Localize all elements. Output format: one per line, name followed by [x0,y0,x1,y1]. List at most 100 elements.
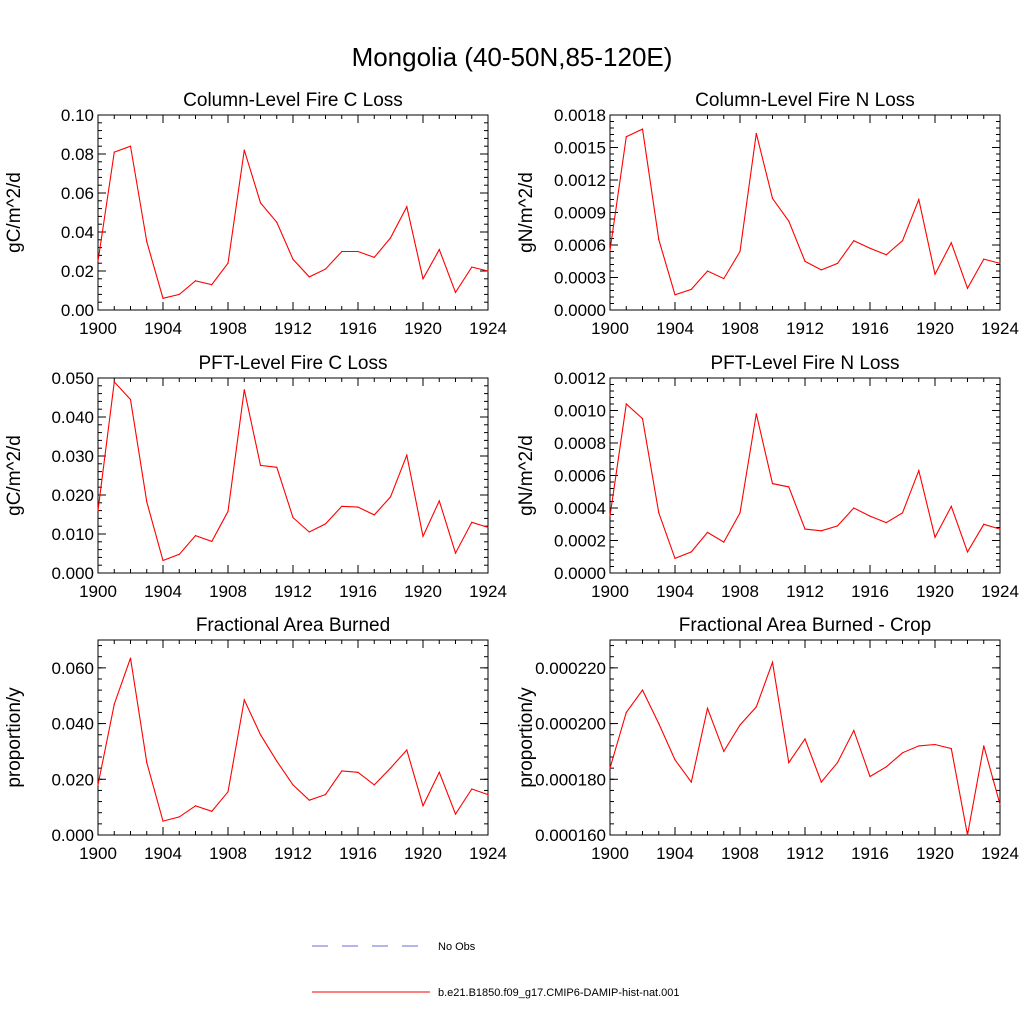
legend: No Obs b.e21.B1850.f09_g17.CMIP6-DAMIP-hi… [312,941,680,999]
data-point [129,145,132,147]
data-point [690,551,692,553]
plot-frame [609,377,1001,574]
data-point [918,198,920,201]
y-tick-label: 0.0008 [554,434,606,453]
data-point [869,775,871,778]
data-point [276,760,278,762]
x-tick-label: 1900 [591,844,629,863]
data-point [885,254,887,256]
data-point [146,761,148,764]
data-point [438,248,440,251]
data-point [690,288,692,291]
data-point [983,523,985,525]
data-point [373,256,375,258]
panel-title: Column-Level Fire C Loss [183,90,403,111]
data-point [471,266,473,268]
data-point [227,510,229,512]
panel-title: PFT-Level Fire N Loss [711,353,900,374]
x-tick-label: 1908 [209,844,247,863]
y-tick-label: 0.00 [61,301,94,320]
plot-frame [97,377,489,574]
data-point [901,752,904,754]
data-point [292,517,294,519]
plot-frame [609,639,1001,836]
x-tick-label: 1900 [591,319,629,338]
data-point [357,506,359,508]
data-point [357,771,359,773]
data-point [97,260,99,262]
data-point [966,834,969,836]
data-point [194,280,197,282]
data-point [820,530,822,532]
y-tick-label: 0.0012 [554,171,606,190]
data-point [853,240,855,242]
y-tick-label: 0.000 [51,826,94,845]
data-point [211,810,213,812]
data-point [804,528,806,530]
data-point [771,197,774,200]
data-point [227,791,229,793]
legend-label: b.e21.B1850.f09_g17.CMIP6-DAMIP-hist-nat… [438,987,680,999]
data-point [162,820,164,822]
y-tick-label: 0.020 [51,770,94,789]
data-point [243,149,245,151]
x-tick-label: 1924 [469,844,507,863]
data-point [658,722,660,725]
plot-frame [97,114,489,311]
data-point [178,816,180,818]
data-point [804,260,806,262]
y-tick-label: 0.000200 [535,715,606,734]
x-tick-label: 1912 [786,582,824,601]
plot-frame [97,639,489,836]
data-point [373,514,375,516]
x-tick-label: 1920 [404,582,442,601]
x-tick-label: 1904 [656,319,694,338]
data-point [97,784,99,786]
data-point [771,661,774,663]
data-point [723,750,725,753]
panel-6: Fractional Area Burned - Crop proportion/… [516,615,1019,863]
y-tick-label: 0.10 [61,106,94,125]
x-tick-label: 1924 [981,844,1019,863]
data-point [658,238,660,241]
data-point [690,781,692,783]
panel-title: Fractional Area Burned - Crop [679,615,931,636]
data-point [178,293,180,295]
x-tick-label: 1920 [404,319,442,338]
data-point [706,707,709,709]
data-point [243,389,245,391]
y-tick-label: 0.0006 [554,467,606,486]
x-tick-label: 1920 [404,844,442,863]
legend-label: No Obs [438,941,476,953]
panel-title: Fractional Area Burned [196,615,390,636]
data-point [487,270,489,272]
y-tick-label: 0.040 [51,408,94,427]
series-line [609,402,1001,560]
y-tick-label: 0.010 [51,525,94,544]
data-point [129,657,132,659]
y-tick-label: 0.000 [51,564,94,583]
x-tick-label: 1912 [274,582,312,601]
y-axis-label: gN/m^2/d [516,172,537,253]
x-tick-label: 1904 [656,844,694,863]
x-tick-label: 1920 [916,844,954,863]
data-point [755,706,757,708]
y-tick-label: 0.000220 [535,659,606,678]
y-tick-label: 0.0018 [554,106,606,125]
x-tick-label: 1916 [339,319,377,338]
y-axis-label: gC/m^2/d [4,172,25,253]
data-point [454,552,457,554]
data-point [674,557,676,559]
data-point [454,291,457,294]
panel-title: Column-Level Fire N Loss [695,90,915,111]
y-tick-label: 0.0010 [554,402,606,421]
data-point [755,132,757,135]
data-point [487,526,489,528]
data-point [885,766,887,768]
y-tick-label: 0.0009 [554,204,606,223]
y-tick-label: 0.02 [61,262,94,281]
x-tick-label: 1904 [144,582,182,601]
data-point [674,759,676,761]
y-tick-label: 0.0003 [554,269,606,288]
panel-5: Fractional Area Burned proportion/y 1900 19… [4,615,507,863]
